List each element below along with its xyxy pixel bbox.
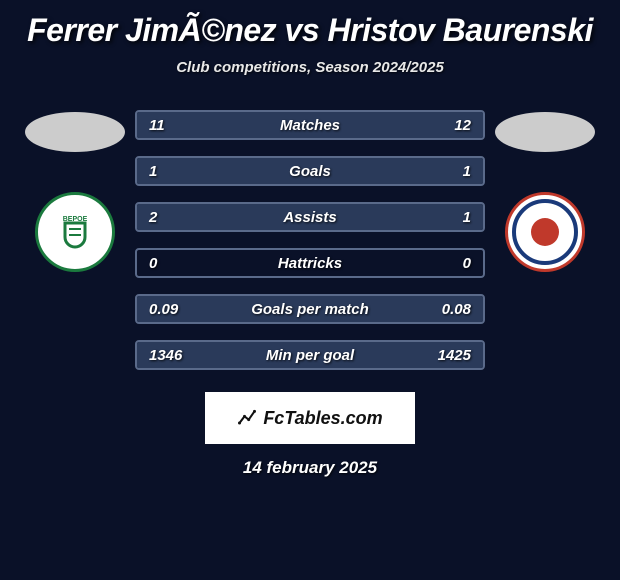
stat-fill-left: [137, 158, 310, 184]
stat-row: 2 Assists 1: [135, 202, 485, 232]
right-player-avatar: [495, 112, 595, 152]
left-player-avatar: [25, 112, 125, 152]
stat-value-right: 12: [454, 117, 471, 134]
comparison-card: Ferrer JimÃ©nez vs Hristov Baurenski Clu…: [0, 0, 620, 478]
stat-value-left: 2: [149, 209, 157, 226]
chart-icon: [237, 408, 257, 428]
brand-label: FcTables.com: [263, 408, 382, 429]
stats-column: 11Matches121Goals12Assists10Hattricks00.…: [135, 104, 485, 370]
left-player-col: BEPOE: [15, 104, 135, 370]
stat-row: 0 Hattricks 0: [135, 248, 485, 278]
badge-core-icon: [531, 218, 559, 246]
stat-value-right: 0.08: [442, 301, 471, 318]
brand-box[interactable]: FcTables.com: [205, 392, 415, 444]
stat-label: Matches: [280, 117, 340, 134]
stat-label: Min per goal: [266, 347, 354, 364]
stat-fill-right: [310, 158, 483, 184]
left-club-badge: BEPOE: [35, 192, 115, 272]
page-title: Ferrer JimÃ©nez vs Hristov Baurenski: [0, 4, 620, 59]
stat-row: 1 Goals 1: [135, 156, 485, 186]
date-label: 14 february 2025: [0, 458, 620, 478]
stat-value-right: 1: [463, 163, 471, 180]
right-club-badge: [505, 192, 585, 272]
stat-value-right: 1: [463, 209, 471, 226]
stat-value-left: 0: [149, 255, 157, 272]
shield-icon: BEPOE: [53, 209, 97, 256]
stat-label: Hattricks: [278, 255, 342, 272]
stat-label: Goals: [289, 163, 331, 180]
stat-value-left: 0.09: [149, 301, 178, 318]
stat-label: Goals per match: [251, 301, 369, 318]
stat-value-right: 0: [463, 255, 471, 272]
stat-value-left: 11: [149, 117, 165, 134]
right-player-col: [485, 104, 605, 370]
stat-row: 0.09 Goals per match 0.08: [135, 294, 485, 324]
subtitle: Club competitions, Season 2024/2025: [0, 59, 620, 76]
stat-value-right: 1425: [438, 347, 471, 364]
stat-label: Assists: [283, 209, 336, 226]
stat-value-left: 1346: [149, 347, 182, 364]
stat-value-left: 1: [149, 163, 157, 180]
stat-row: 1346 Min per goal 1425: [135, 340, 485, 370]
main-area: BEPOE 11Matches121Goals12Assists10Hattri…: [0, 104, 620, 370]
stat-row: 11 Matches 12: [135, 110, 485, 140]
